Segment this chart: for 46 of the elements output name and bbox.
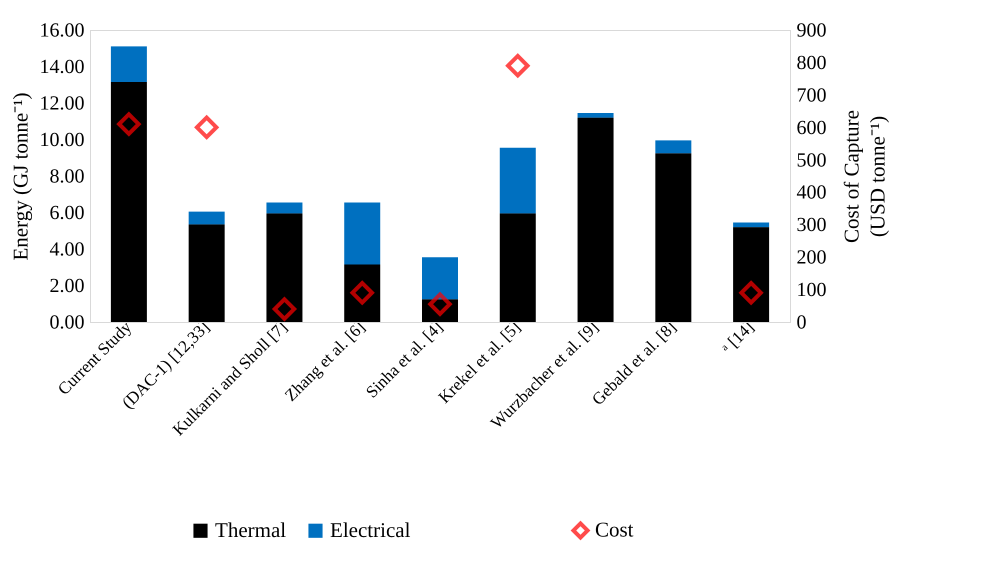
bar [266,213,302,322]
point [428,292,452,316]
y2-tick-label: 700 [796,84,826,106]
legend-label: Thermal [215,518,286,542]
bar [578,118,614,322]
y-tick-label: 6.00 [50,202,84,224]
bar [655,140,692,154]
y-tick-label: 0.00 [50,312,84,334]
y2-tick-label: 0 [796,312,806,334]
y-tick-label: 2.00 [50,275,84,297]
y2-tick-label: 500 [796,149,826,172]
y-tick-label: 16.00 [40,20,84,42]
bar [500,148,536,214]
bar [188,224,225,322]
legend-label: Cost [595,518,634,542]
y-tick-label: 14.00 [40,56,84,78]
point [272,297,296,321]
bar [110,82,147,322]
point [117,112,141,136]
bar [422,257,458,300]
bar [110,46,147,82]
y2-tick-label: 300 [796,214,826,236]
bar [344,202,380,265]
y2-axis-title: Cost of Capture (USD tonne⁻¹) [840,110,890,243]
y-tick-label: 12.00 [40,92,84,114]
bar [266,202,302,214]
point [194,116,218,140]
bar [500,213,536,322]
bar [733,227,770,322]
bar [188,212,225,224]
y-tick-label: 8.00 [50,166,84,188]
bar [578,113,614,118]
y-axis-title: Energy (GJ tonne⁻¹) [8,92,32,261]
point [506,54,530,78]
legend-label: Electrical [330,518,411,542]
y-tick-label: 10.00 [40,129,84,151]
point [739,281,763,305]
y2-tick-label: 900 [796,20,826,42]
bar [655,153,692,322]
y2-tick-label: 600 [796,116,826,139]
y2-tick-label: 100 [796,279,826,302]
y-tick-label: 4.00 [50,238,84,260]
y2-tick-label: 200 [796,246,826,269]
bar [733,222,770,228]
y2-tick-label: 800 [796,52,826,74]
y2-tick-label: 400 [796,182,826,204]
